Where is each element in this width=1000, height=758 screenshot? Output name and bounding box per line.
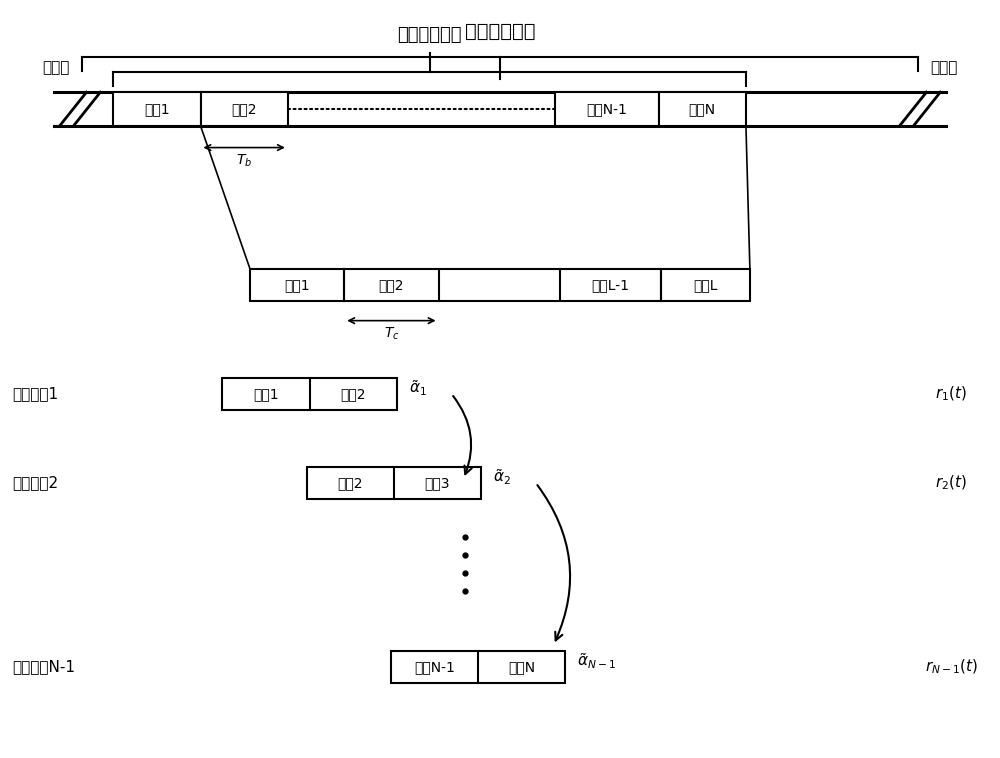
Text: $\tilde{\alpha}_1$: $\tilde{\alpha}_1$ <box>409 378 427 398</box>
Text: 符号2: 符号2 <box>231 102 257 116</box>
Bar <box>222 378 397 409</box>
Text: 码片1: 码片1 <box>284 278 310 292</box>
Text: 码片L-1: 码片L-1 <box>591 278 629 292</box>
Bar <box>555 92 659 126</box>
Text: 处理单元1: 处理单元1 <box>12 387 58 401</box>
Text: $r_2(t)$: $r_2(t)$ <box>935 474 967 492</box>
Text: 处理单元2: 处理单元2 <box>12 475 58 490</box>
Bar <box>113 92 201 126</box>
Text: 初始通信信号: 初始通信信号 <box>465 22 535 42</box>
Text: $T_b$: $T_b$ <box>236 152 252 168</box>
Bar <box>201 92 288 126</box>
Text: 噪声段: 噪声段 <box>931 60 958 75</box>
Text: 符号1: 符号1 <box>253 387 279 401</box>
Text: 符号2: 符号2 <box>338 476 363 490</box>
Bar <box>250 269 750 301</box>
Bar <box>659 92 746 126</box>
Text: $\tilde{\alpha}_{N-1}$: $\tilde{\alpha}_{N-1}$ <box>577 651 616 671</box>
Text: 有效通信信号: 有效通信信号 <box>397 26 462 44</box>
Text: $r_1(t)$: $r_1(t)$ <box>935 384 967 403</box>
Text: 符号3: 符号3 <box>425 476 450 490</box>
Bar <box>391 651 565 683</box>
Text: 码片L: 码片L <box>693 278 718 292</box>
Text: 码片2: 码片2 <box>379 278 404 292</box>
Text: $r_{N-1}(t)$: $r_{N-1}(t)$ <box>925 658 978 676</box>
Bar <box>307 467 481 499</box>
Text: 符号N: 符号N <box>508 659 535 674</box>
Text: 符号1: 符号1 <box>144 102 170 116</box>
Text: 处理单元N-1: 处理单元N-1 <box>12 659 75 675</box>
Text: 符号N-1: 符号N-1 <box>414 659 455 674</box>
Text: 符号N-1: 符号N-1 <box>586 102 627 116</box>
Text: 符号2: 符号2 <box>340 387 366 401</box>
Text: 符号N: 符号N <box>689 102 716 116</box>
Text: 噪声段: 噪声段 <box>42 60 69 75</box>
Text: $T_c$: $T_c$ <box>384 325 399 342</box>
Text: $\tilde{\alpha}_2$: $\tilde{\alpha}_2$ <box>493 467 511 487</box>
